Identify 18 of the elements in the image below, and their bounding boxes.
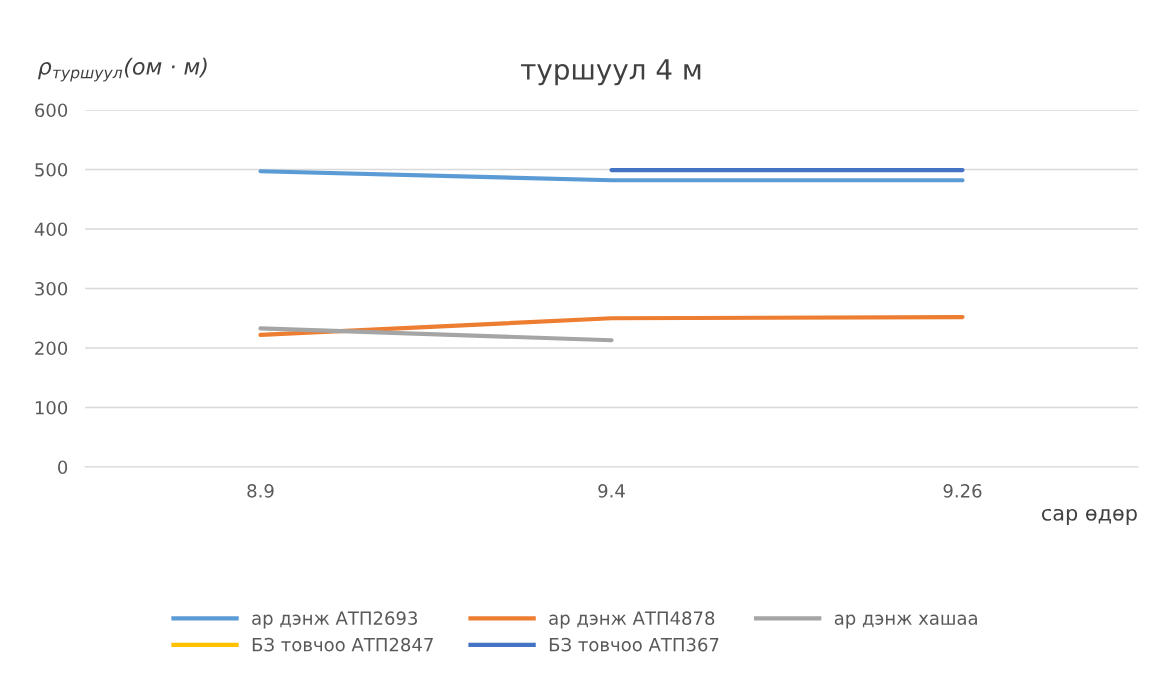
y-tick-label: 400 bbox=[34, 222, 68, 237]
y-tick-label: 0 bbox=[58, 460, 68, 475]
x-axis-title: сар өдөр bbox=[1041, 508, 1137, 525]
chart-title: туршуул 4 м bbox=[521, 59, 701, 86]
legend-label: БЗ товчоо АТП2847 bbox=[252, 637, 433, 652]
y-tick-label: 200 bbox=[35, 341, 68, 356]
y-tick-label: 600 bbox=[35, 103, 68, 118]
legend-label: ар дэнж АТП4878 bbox=[549, 611, 715, 629]
y-tick-label: 100 bbox=[35, 400, 68, 415]
x-tick-label: 9.26 bbox=[943, 483, 982, 498]
y-tick-label: 500 bbox=[35, 162, 68, 177]
x-tick-label: 9.4 bbox=[598, 483, 625, 498]
legend-label: ар дэнж АТП2693 bbox=[252, 611, 417, 629]
y-axis-title: ρ$_{туршуул}$(ом · м) bbox=[37, 57, 207, 82]
legend-label: БЗ товчоо АТП367 bbox=[549, 637, 719, 652]
legend-label: ар дэнж хашаа bbox=[834, 614, 977, 629]
x-tick-label: 8.9 bbox=[247, 483, 274, 498]
y-tick-label: 300 bbox=[35, 281, 68, 296]
